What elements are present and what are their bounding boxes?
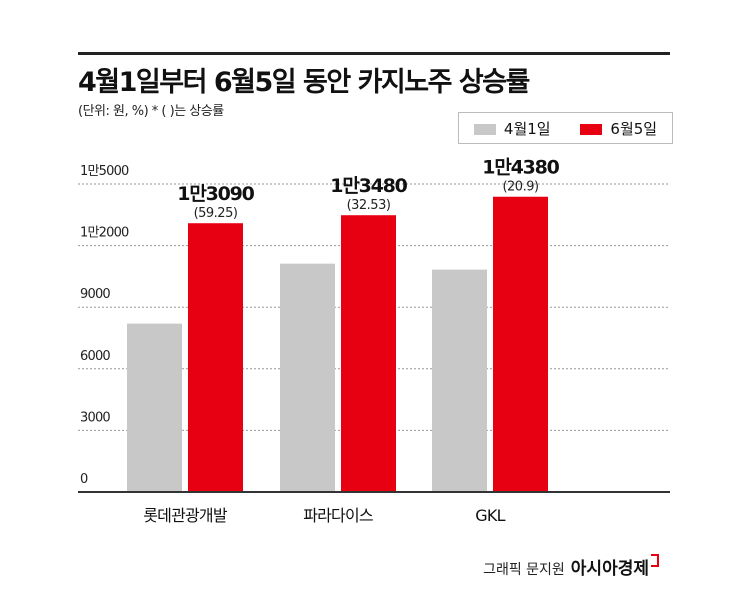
bar-jun [493,196,548,493]
legend-swatch-jun [580,123,603,135]
y-tick-label: 9000 [80,287,110,302]
x-tick-label: GKL [475,506,505,525]
legend: 4월1일 6월5일 [458,112,673,144]
bar-apr [280,263,335,492]
legend-label-jun: 6월5일 [610,119,658,138]
legend-item-jun: 6월5일 [580,118,657,139]
y-tick-label: 1만2000 [80,226,129,241]
chart-subtitle: (단위: 원, %) * ( )는 상승률 [78,104,224,119]
y-tick-label: 0 [80,472,88,487]
change-label: (59.25) [194,206,238,221]
top-rule [78,52,670,55]
data-label: 1만3090 [177,183,254,205]
data-label: 1만4380 [482,157,559,179]
y-tick-label: 3000 [80,410,110,425]
y-tick-label: 1만5000 [80,164,129,179]
legend-label-apr: 4월1일 [503,119,551,138]
bar-jun [188,223,243,492]
chart-title: 4월1일부터 6월5일 동안 카지노주 상승률 [78,67,530,98]
legend-swatch-apr [473,123,496,135]
x-tick-label: 파라다이스 [303,506,373,525]
change-label: (32.53) [347,198,391,213]
data-label: 1만3480 [330,175,407,197]
footer-credit: 그래픽 문지원 [483,562,565,578]
y-tick-label: 6000 [80,349,110,364]
change-label: (20.9) [502,180,538,195]
brand-logo-icon [651,554,659,567]
brand-logo-text: 아시아경제 [570,559,649,579]
x-tick-label: 롯데관광개발 [143,506,228,525]
bar-jun [341,215,396,492]
footer: 그래픽 문지원 아시아경제 [483,554,659,579]
bar-apr [127,323,182,492]
bar-apr [432,269,487,492]
legend-item-apr: 4월1일 [473,118,551,139]
